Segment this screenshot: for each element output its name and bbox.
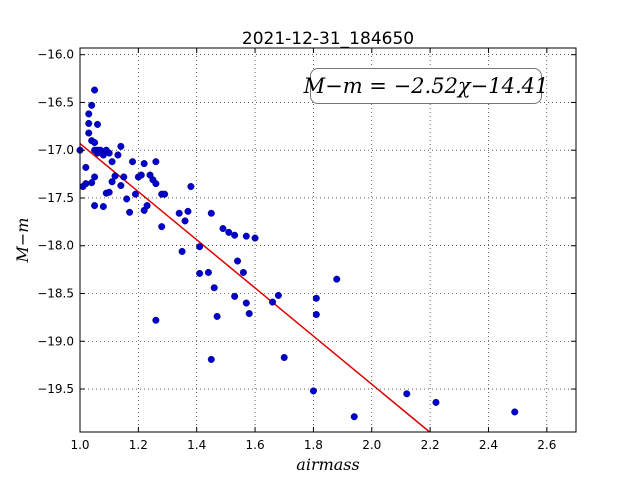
data-point <box>242 299 250 307</box>
data-point <box>175 209 183 217</box>
data-point <box>131 190 139 198</box>
plot-frame <box>79 47 577 433</box>
data-point <box>120 173 128 181</box>
y-tick-label: −17.5 <box>37 191 74 205</box>
data-point <box>204 268 212 276</box>
data-point <box>312 294 320 302</box>
data-point <box>114 151 122 159</box>
data-point <box>350 413 358 421</box>
x-tick-label: 1.8 <box>304 438 323 452</box>
data-point <box>158 223 166 231</box>
data-point <box>333 275 341 283</box>
data-point <box>105 188 113 196</box>
data-point <box>312 311 320 319</box>
data-points <box>76 86 519 421</box>
data-point <box>178 247 186 255</box>
data-point <box>251 234 259 242</box>
data-point <box>108 158 116 166</box>
x-axis-label: airmass <box>296 455 359 474</box>
data-point <box>432 398 440 406</box>
data-point <box>280 353 288 361</box>
y-tick-label: −19.5 <box>37 382 74 396</box>
data-point <box>231 231 239 239</box>
data-point <box>196 269 204 277</box>
data-point <box>225 228 233 236</box>
data-point <box>91 202 99 210</box>
x-tick-label: 1.4 <box>187 438 206 452</box>
x-tick-label: 1.0 <box>70 438 89 452</box>
y-tick-label: −18.0 <box>37 239 74 253</box>
data-point <box>403 390 411 398</box>
y-tick-label: −16.5 <box>37 95 74 109</box>
data-point <box>85 119 93 127</box>
data-point <box>137 171 145 179</box>
data-point <box>123 195 131 203</box>
data-point <box>88 101 96 109</box>
data-point <box>129 158 137 166</box>
data-point <box>274 291 282 299</box>
data-point <box>269 298 277 306</box>
data-point <box>152 316 160 324</box>
data-point <box>117 182 125 190</box>
x-tick-label: 2.6 <box>537 438 556 452</box>
y-tick-label: −16.0 <box>37 48 74 62</box>
data-point <box>231 292 239 300</box>
data-point <box>91 173 99 181</box>
data-point <box>99 203 107 211</box>
data-point <box>210 284 218 292</box>
data-point <box>181 217 189 225</box>
data-point <box>213 312 221 320</box>
y-tick-label: −19.0 <box>37 334 74 348</box>
x-tick-label: 2.0 <box>362 438 381 452</box>
fit-equation: M−m = −2.52χ−14.41 <box>303 74 549 98</box>
data-point <box>245 310 253 318</box>
data-point <box>309 387 317 395</box>
data-point <box>242 232 250 240</box>
x-tick-label: 1.6 <box>246 438 265 452</box>
data-point <box>184 207 192 215</box>
data-point <box>140 160 148 168</box>
data-point <box>126 208 134 216</box>
x-ticks: 1.0 1.2 1.4 1.6 1.8 2.0 2.2 2.4 2.6 <box>70 48 556 452</box>
data-point <box>239 268 247 276</box>
fit-line <box>79 142 431 433</box>
data-point <box>82 163 90 171</box>
y-axis-label: M−m <box>13 218 32 264</box>
data-point <box>85 110 93 118</box>
chart-title: 2021-12-31_184650 <box>242 29 414 49</box>
data-point <box>511 408 519 416</box>
y-tick-label: −17.0 <box>37 143 74 157</box>
data-point <box>187 183 195 191</box>
data-point <box>161 190 169 198</box>
data-point <box>105 149 113 157</box>
data-point <box>207 209 215 217</box>
data-point <box>91 86 99 94</box>
grid <box>80 48 576 432</box>
x-tick-label: 2.2 <box>421 438 440 452</box>
data-point <box>117 142 125 150</box>
data-point <box>143 202 151 210</box>
data-point <box>207 355 215 363</box>
data-point <box>234 257 242 265</box>
fit-equation-box: M−m = −2.52χ−14.41 <box>304 68 548 104</box>
x-tick-label: 2.4 <box>479 438 498 452</box>
data-point <box>88 179 96 187</box>
data-point <box>152 158 160 166</box>
data-point <box>82 180 90 188</box>
x-tick-label: 1.2 <box>129 438 148 452</box>
data-point <box>152 180 160 188</box>
y-ticks: −16.0 −16.5 −17.0 −17.5 −18.0 −18.5 −19.0 −19.5 <box>37 48 576 396</box>
data-point <box>91 139 99 147</box>
data-point <box>196 243 204 251</box>
data-point <box>111 172 119 180</box>
y-tick-label: −18.5 <box>37 286 74 300</box>
data-point <box>85 129 93 137</box>
data-point <box>94 120 102 128</box>
data-point <box>219 225 227 233</box>
data-point <box>108 178 116 186</box>
fit-layer <box>79 142 431 433</box>
